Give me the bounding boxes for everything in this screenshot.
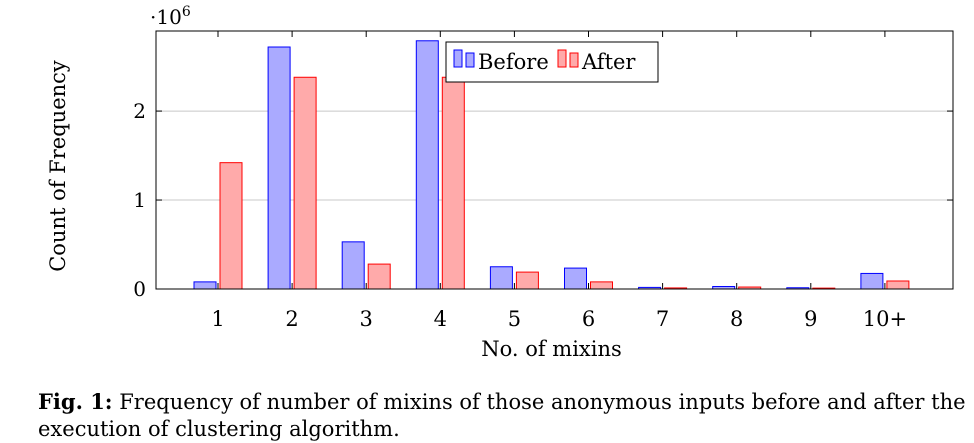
y-tick-label: 0 — [133, 277, 146, 301]
x-tick-labels: 1 2 3 4 5 6 7 8 9 10+ — [211, 307, 907, 331]
y-multiplier: ·106 — [150, 4, 191, 29]
y-multiplier-base: ·10 — [150, 5, 182, 29]
bars — [193, 40, 910, 290]
x-tick-label: 4 — [434, 307, 447, 331]
bar-after-4 — [441, 76, 465, 290]
x-tick-label: 3 — [360, 307, 373, 331]
bar-chart: 012 1 2 3 4 5 6 7 8 9 10+ ·106 No. of mixins Coun… — [46, 4, 954, 361]
y-axis-label: Count of Frequency — [46, 60, 70, 272]
axis-ticks — [156, 31, 953, 290]
y-tick-label: 2 — [133, 99, 146, 123]
bar-before-3 — [341, 241, 365, 290]
bar-before-1 — [193, 281, 217, 290]
bar-after-5 — [515, 271, 539, 290]
bar-after-3 — [367, 263, 391, 290]
bar-before-6 — [564, 267, 587, 290]
legend-swatch-before — [453, 49, 463, 68]
caption-label: Fig. 1: — [38, 389, 113, 414]
x-tick-label: 2 — [285, 307, 298, 331]
bar-before-5 — [489, 266, 513, 290]
x-tick-label: 5 — [508, 307, 521, 331]
x-tick-label: 9 — [804, 307, 817, 331]
legend-swatch-before — [465, 52, 475, 68]
x-tick-label: 8 — [730, 307, 743, 331]
legend-swatch-after — [557, 49, 567, 68]
bar-after-2 — [293, 76, 317, 290]
bar-before-2 — [267, 46, 291, 290]
plot-frame — [155, 30, 954, 290]
legend-label-after: After — [581, 50, 636, 74]
caption-text: Frequency of number of mixins of those a… — [38, 390, 966, 441]
y-tick-label: 1 — [133, 188, 146, 212]
y-tick-labels: 0 1 2 — [133, 99, 146, 301]
x-tick-label: 7 — [656, 307, 669, 331]
legend-box — [445, 41, 659, 83]
x-tick-label: 10+ — [863, 307, 907, 331]
legend: Before After — [445, 41, 659, 83]
legend-swatch-after — [569, 52, 579, 68]
y-multiplier-exponent: 6 — [182, 4, 191, 20]
x-tick-label: 6 — [582, 307, 595, 331]
bar-before-10+ — [860, 272, 884, 290]
bar-after-10+ — [886, 280, 910, 290]
bar-before-4 — [415, 40, 439, 290]
x-tick-label: 1 — [211, 307, 224, 331]
legend-label-before: Before — [478, 50, 549, 74]
bar-after-6 — [590, 281, 613, 290]
x-axis-label: No. of mixins — [481, 337, 622, 361]
figure-caption: Fig. 1: Frequency of number of mixins of… — [38, 388, 968, 443]
bar-after-1 — [219, 162, 243, 290]
